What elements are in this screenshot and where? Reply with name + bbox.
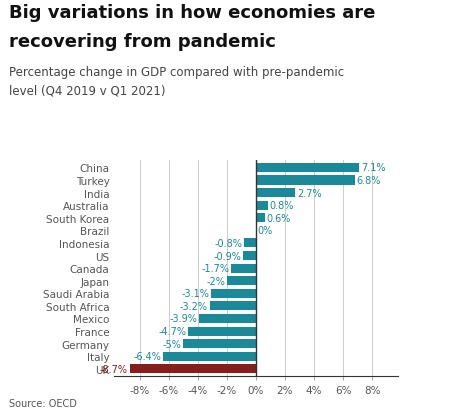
Text: -6.4%: -6.4% xyxy=(134,351,161,361)
Bar xyxy=(256,214,264,223)
Bar xyxy=(256,189,295,197)
Bar xyxy=(183,339,256,348)
Bar xyxy=(243,252,256,261)
Text: 0.8%: 0.8% xyxy=(269,201,294,211)
Bar xyxy=(231,264,256,273)
Bar xyxy=(256,164,359,173)
Bar xyxy=(210,301,256,311)
Text: 0.6%: 0.6% xyxy=(266,213,291,223)
Text: -3.9%: -3.9% xyxy=(170,314,198,324)
Text: -3.1%: -3.1% xyxy=(182,289,209,299)
Text: Percentage change in GDP compared with pre-pandemic
level (Q4 2019 v Q1 2021): Percentage change in GDP compared with p… xyxy=(9,66,345,97)
Bar xyxy=(163,352,256,361)
Bar xyxy=(245,239,256,248)
Text: -4.7%: -4.7% xyxy=(158,326,186,336)
Text: 6.8%: 6.8% xyxy=(356,176,381,185)
Bar xyxy=(256,176,355,185)
Text: 2.7%: 2.7% xyxy=(297,188,321,198)
Text: -2%: -2% xyxy=(206,276,225,286)
Text: -5%: -5% xyxy=(163,339,182,349)
Bar xyxy=(256,201,267,210)
Text: -8.7%: -8.7% xyxy=(100,364,128,374)
Bar xyxy=(188,327,256,336)
Text: 0%: 0% xyxy=(258,226,273,236)
Text: -1.7%: -1.7% xyxy=(201,263,229,273)
Text: Source: OECD: Source: OECD xyxy=(9,398,77,408)
Text: Big variations in how economies are: Big variations in how economies are xyxy=(9,4,376,22)
Text: -0.9%: -0.9% xyxy=(213,251,241,261)
Bar xyxy=(200,314,256,323)
Bar xyxy=(227,276,256,285)
Bar xyxy=(211,289,256,298)
Bar xyxy=(130,364,256,373)
Text: recovering from pandemic: recovering from pandemic xyxy=(9,33,276,51)
Text: BBC: BBC xyxy=(417,391,446,404)
Text: 7.1%: 7.1% xyxy=(361,163,385,173)
Text: -0.8%: -0.8% xyxy=(215,238,243,248)
Text: -3.2%: -3.2% xyxy=(180,301,208,311)
